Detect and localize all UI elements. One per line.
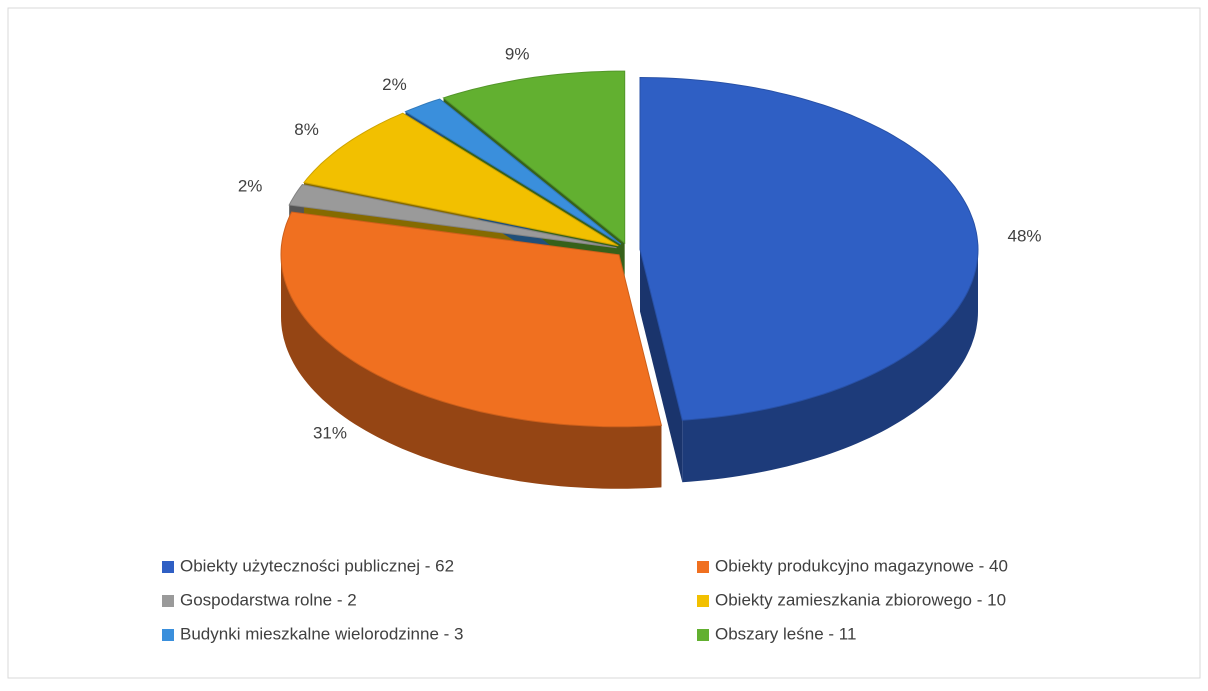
data-label: 31% <box>313 424 347 443</box>
legend-label: Obiekty zamieszkania zbiorowego - 10 <box>715 590 1006 609</box>
legend-label: Obiekty produkcyjno magazynowe - 40 <box>715 556 1008 575</box>
slice-side <box>682 249 978 483</box>
pie-slice <box>303 112 619 247</box>
legend-label: Obiekty użyteczności publicznej - 62 <box>180 556 454 575</box>
data-label: 2% <box>382 75 407 94</box>
legend-swatch <box>697 595 709 607</box>
pie-slice <box>404 98 622 245</box>
slice-cut-face <box>640 249 683 483</box>
slice-tops <box>280 70 979 428</box>
pie-slice <box>280 211 663 428</box>
legend-swatch <box>162 595 174 607</box>
pie-slice <box>288 183 617 249</box>
slice-side <box>281 254 662 489</box>
legend-swatch <box>162 629 174 641</box>
legend-label: Obszary leśne - 11 <box>715 624 856 643</box>
data-label: 2% <box>238 177 263 196</box>
data-label: 9% <box>505 44 530 63</box>
legend-label: Gospodarstwa rolne - 2 <box>180 590 357 609</box>
legend-swatch <box>697 629 709 641</box>
legend-swatch <box>162 561 174 573</box>
data-label: 48% <box>1008 227 1042 246</box>
legend-swatch <box>697 561 709 573</box>
pie-slice <box>639 76 979 421</box>
legend-label: Budynki mieszkalne wielorodzinne - 3 <box>180 624 463 643</box>
data-label: 8% <box>294 120 319 139</box>
pie-slice <box>442 70 626 245</box>
